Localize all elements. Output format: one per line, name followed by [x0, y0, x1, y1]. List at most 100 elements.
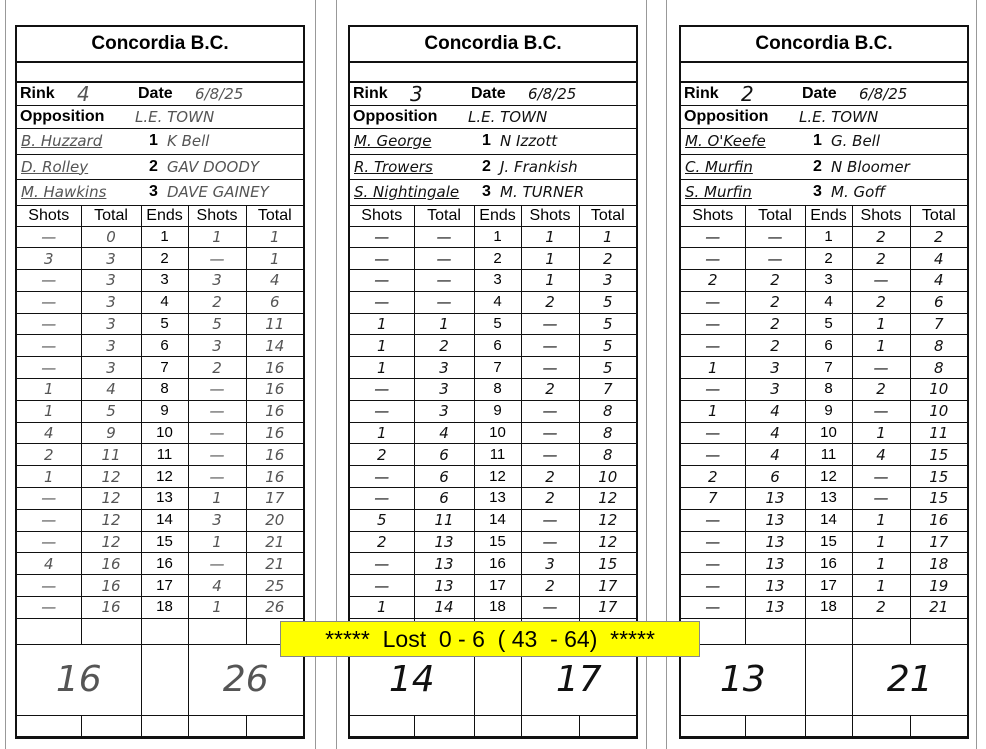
home-total: 3	[80, 312, 142, 336]
home-total: 3	[413, 356, 475, 380]
away-total: 15	[909, 487, 967, 510]
away-total: 25	[245, 574, 303, 598]
end-row: —3 8 2 7	[350, 378, 636, 401]
rink-label: Rink	[20, 85, 55, 102]
end-number: 7	[473, 356, 522, 380]
home-shots: —	[350, 269, 415, 292]
end-number: 17	[804, 574, 853, 598]
away-shots: —	[520, 312, 580, 336]
away-total: 5	[578, 290, 636, 314]
home-shots: —	[350, 487, 415, 510]
away-total: 15	[909, 443, 967, 467]
final-away-score: 26	[187, 643, 303, 716]
end-number: 2	[473, 247, 522, 271]
home-shots: 1	[350, 312, 415, 336]
away-player: J. Frankish	[500, 157, 578, 176]
home-total: 3	[744, 378, 806, 401]
home-shots: —	[681, 443, 746, 467]
end-row: —4 11 4 15	[681, 443, 967, 467]
home-total: 12	[80, 465, 142, 489]
home-shots: —	[681, 334, 746, 358]
away-total: 10	[578, 465, 636, 489]
end-number: 4	[473, 290, 522, 314]
home-player: R. Trowers	[354, 157, 433, 176]
home-total: 13	[744, 530, 806, 554]
home-shots: 1	[350, 334, 415, 358]
home-total: 3	[80, 290, 142, 314]
end-row: —13 14 1 16	[681, 508, 967, 532]
end-number: 15	[804, 530, 853, 554]
opposition-row: Opposition L.E. TOWN	[350, 106, 636, 129]
club-title: Concordia B.C.	[350, 27, 636, 63]
end-number: 8	[473, 378, 522, 401]
rink-date-row: Rink 4 Date 6/8/25	[17, 83, 303, 106]
player-pair-row: M. George 1 N Izzott	[350, 129, 636, 155]
end-number: 16	[804, 552, 853, 576]
home-shots: —	[350, 378, 415, 401]
date-value: 6/8/25	[859, 85, 908, 103]
column-header: Shots	[851, 205, 911, 227]
away-total: 4	[909, 247, 967, 271]
away-total: 3	[578, 269, 636, 292]
end-row: 2 6 11—8	[350, 443, 636, 467]
away-total: 21	[909, 596, 967, 619]
away-shots: 1	[520, 247, 580, 271]
spacer	[350, 63, 636, 83]
end-number: 15	[140, 530, 189, 554]
away-total: 8	[578, 421, 636, 445]
away-shots: 1	[187, 225, 247, 249]
home-player: S. Nightingale	[354, 183, 460, 201]
home-total: 4	[413, 421, 475, 445]
home-shots: 1	[17, 465, 82, 489]
away-shots: 1	[851, 312, 911, 336]
away-player: N Izzott	[500, 132, 558, 150]
column-header: Total	[245, 205, 303, 227]
away-total: 16	[245, 356, 303, 380]
home-total: 2	[744, 269, 806, 292]
blank-row	[681, 617, 967, 645]
rink-number: 2	[741, 82, 754, 106]
home-shots: 1	[681, 399, 746, 423]
position-number: 3	[482, 183, 491, 200]
away-total: 17	[578, 574, 636, 598]
position-number: 2	[813, 157, 822, 175]
home-total: 6	[413, 465, 475, 489]
position-number: 2	[482, 157, 491, 175]
home-shots: 1	[350, 596, 415, 619]
end-number: 2	[804, 247, 853, 271]
home-total: —	[413, 247, 475, 271]
home-shots: 1	[17, 399, 82, 423]
home-total: 11	[80, 443, 142, 467]
end-row: 1 4 9—10	[681, 399, 967, 423]
home-shots: 1	[350, 421, 415, 445]
away-player: G. Bell	[831, 132, 881, 150]
away-shots: —	[187, 378, 247, 401]
final-score-row: 16 26	[17, 643, 303, 716]
home-shots: 2	[350, 443, 415, 467]
away-shots: 5	[187, 312, 247, 336]
end-number: 12	[140, 465, 189, 489]
end-number: 18	[804, 596, 853, 619]
home-shots: 4	[17, 552, 82, 576]
home-total: 4	[744, 399, 806, 423]
home-shots: 1	[681, 356, 746, 380]
away-player: M. Goff	[831, 183, 886, 201]
away-shots: 3	[520, 552, 580, 576]
home-total: 13	[744, 574, 806, 598]
end-number: 10	[473, 421, 522, 445]
club-title: Concordia B.C.	[17, 27, 303, 63]
opposition-row: Opposition L.E. TOWN	[17, 106, 303, 129]
opposition-value: L.E. TOWN	[799, 108, 879, 126]
column-header: Total	[80, 205, 142, 227]
home-shots: —	[17, 487, 82, 510]
home-shots: 1	[17, 378, 82, 401]
end-number: 7	[140, 356, 189, 380]
end-row: —12 13 1 17	[17, 487, 303, 510]
away-shots: 2	[851, 225, 911, 249]
away-total: 1	[245, 225, 303, 249]
away-total: 5	[578, 356, 636, 380]
away-shots: 2	[851, 290, 911, 314]
away-total: 16	[245, 378, 303, 401]
away-total: 12	[578, 530, 636, 554]
rink-date-row: Rink 2 Date 6/8/25	[681, 83, 967, 106]
